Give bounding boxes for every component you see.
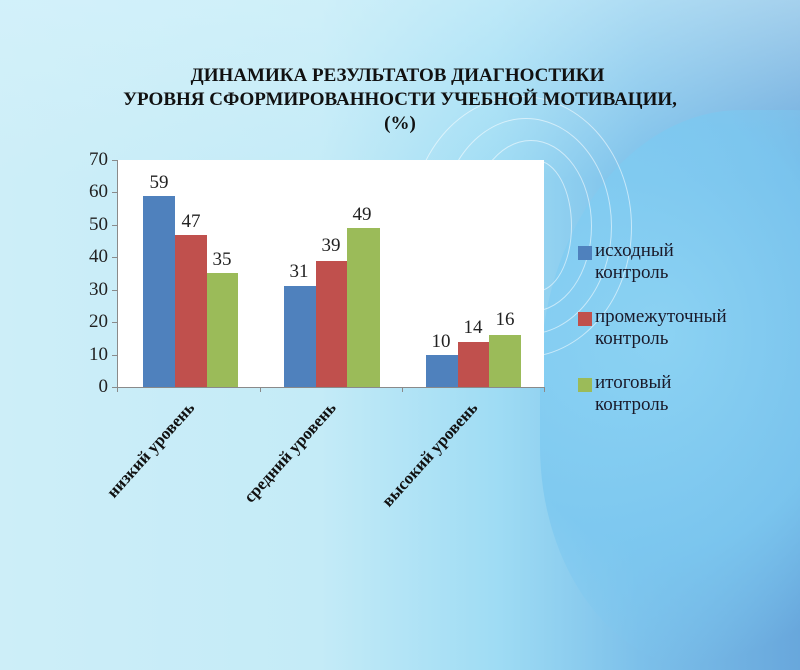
data-label: 14: [463, 317, 483, 338]
x-tick: [117, 387, 118, 392]
x-tick: [402, 387, 403, 392]
bar-high-final: [489, 335, 521, 387]
y-tick-label: 50: [89, 214, 108, 235]
legend-label-line1: исходный: [595, 240, 674, 261]
legend-label-line2: контроль: [595, 328, 669, 349]
y-tick: [112, 225, 117, 226]
y-tick: [112, 257, 117, 258]
title-line-1: ДИНАМИКА РЕЗУЛЬТАТОВ ДИАГНОСТИКИ: [190, 65, 605, 86]
legend-label-line1: промежуточный: [595, 306, 727, 327]
legend-label-line1: итоговый: [595, 372, 672, 393]
bar-high-intermediate: [458, 342, 489, 387]
bar-low-initial: [143, 196, 175, 387]
y-tick: [112, 160, 117, 161]
legend-swatch-red: [578, 312, 592, 326]
y-tick: [112, 192, 117, 193]
y-tick-label: 70: [89, 149, 108, 170]
y-tick: [112, 355, 117, 356]
data-label: 31: [289, 261, 309, 282]
y-tick: [112, 322, 117, 323]
legend-swatch-blue: [578, 246, 592, 260]
data-label: 59: [149, 172, 169, 193]
data-label: 47: [181, 211, 201, 232]
data-label: 35: [212, 249, 232, 270]
legend-label: исходный контроль: [595, 240, 765, 284]
title-line-2: УРОВНЯ СФОРМИРОВАННОСТИ УЧЕБНОЙ МОТИВАЦИ…: [123, 89, 677, 110]
y-tick: [112, 387, 117, 388]
bar-low-intermediate: [175, 235, 207, 387]
y-tick-label: 0: [98, 376, 109, 397]
data-label: 16: [495, 309, 515, 330]
data-label: 39: [321, 235, 341, 256]
bar-mid-final: [347, 228, 380, 387]
y-tick-label: 40: [89, 246, 108, 267]
legend-label-line2: контроль: [595, 262, 669, 283]
y-tick: [112, 290, 117, 291]
bar-mid-initial: [284, 286, 316, 387]
title-line-3: (%): [384, 113, 416, 134]
legend-swatch-green: [578, 378, 592, 392]
y-tick-label: 10: [89, 344, 108, 365]
chart-title: ДИНАМИКА РЕЗУЛЬТАТОВ ДИАГНОСТИКИ УРОВНЯ …: [0, 64, 800, 136]
bar-high-initial: [426, 355, 458, 387]
y-tick-label: 20: [89, 311, 108, 332]
bar-mid-intermediate: [316, 261, 347, 387]
legend-label-line2: контроль: [595, 394, 669, 415]
x-axis: [117, 387, 545, 388]
y-axis: [117, 160, 118, 388]
x-tick: [544, 387, 545, 392]
y-tick-label: 30: [89, 279, 108, 300]
data-label: 10: [431, 331, 451, 352]
y-tick-label: 60: [89, 181, 108, 202]
x-tick: [260, 387, 261, 392]
legend-label: промежуточный контроль: [595, 306, 765, 350]
bar-low-final: [207, 273, 238, 387]
data-label: 49: [352, 204, 372, 225]
legend-label: итоговый контроль: [595, 372, 765, 416]
